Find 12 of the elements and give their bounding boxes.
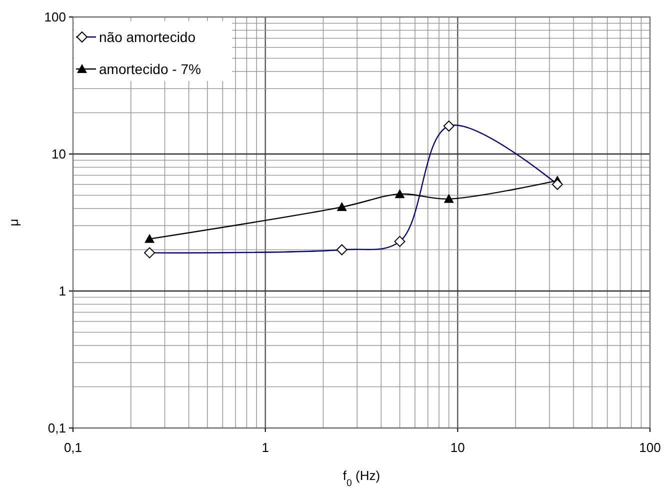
y-axis-title: μ <box>6 218 21 226</box>
legend-label: amortecido - 7% <box>99 61 201 77</box>
x-tick-label: 10 <box>450 440 465 455</box>
x-axis-title: f$_{0}$ (Hz) <box>342 468 380 488</box>
x-tick-label: 100 <box>639 440 661 455</box>
legend-label: não amortecido <box>99 29 196 45</box>
y-tick-label: 1 <box>58 284 66 298</box>
x-tick-label: 1 <box>262 440 269 455</box>
y-tick-label: 0,1 <box>48 420 66 436</box>
x-tick-label: 0,1 <box>64 440 82 455</box>
y-tick-label: 100 <box>44 10 66 24</box>
y-tick-label: 10 <box>52 146 66 162</box>
